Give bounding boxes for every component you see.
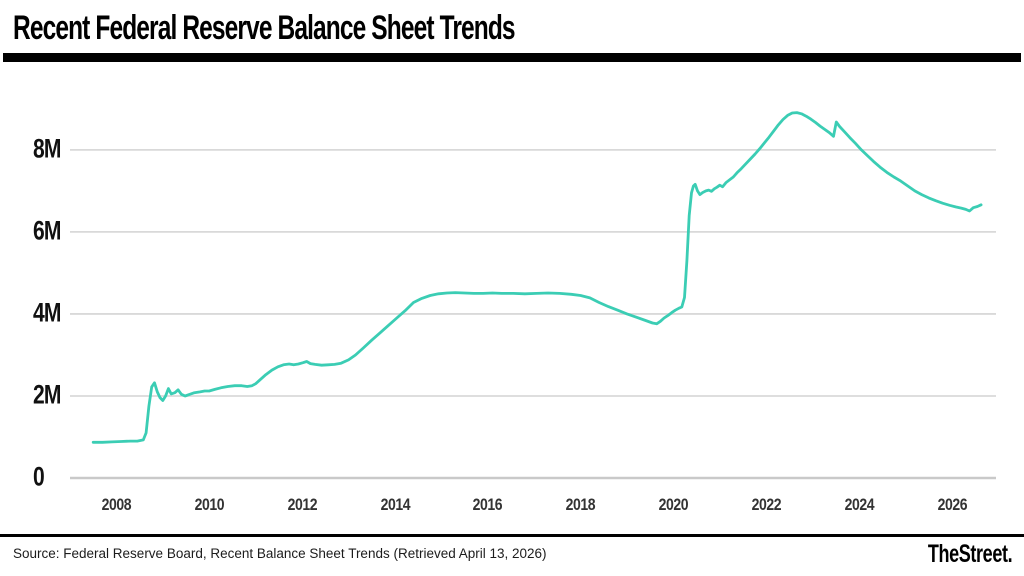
x-axis-tick-label: 2024 [844,496,874,514]
chart-title: Recent Federal Reserve Balance Sheet Tre… [13,9,516,47]
x-axis-tick-label: 2010 [194,496,224,514]
x-axis-tick-label: 2012 [287,496,317,514]
y-axis-tick-label: 4M [33,297,61,328]
footer-divider-line [0,534,1024,537]
title-divider-bar [3,53,1021,62]
y-axis-tick-label: 6M [33,215,61,246]
balance-sheet-line [91,111,983,444]
x-axis-tick-label: 2022 [751,496,781,514]
x-axis-tick-label: 2016 [472,496,503,514]
y-axis-tick-label: 0 [33,461,45,492]
x-axis-tick-label: 2014 [380,496,410,514]
x-axis-tick-label: 2026 [937,496,967,514]
x-axis-tick-label: 2008 [101,496,132,514]
y-axis-tick-label: 8M [33,133,61,164]
thestreet-logo: TheStreet. [927,540,1013,568]
x-axis-tick-label: 2020 [658,496,689,514]
y-axis-tick-label: 2M [33,379,61,410]
x-axis-tick-label: 2018 [565,496,596,514]
source-attribution: Source: Federal Reserve Board, Recent Ba… [13,546,547,561]
